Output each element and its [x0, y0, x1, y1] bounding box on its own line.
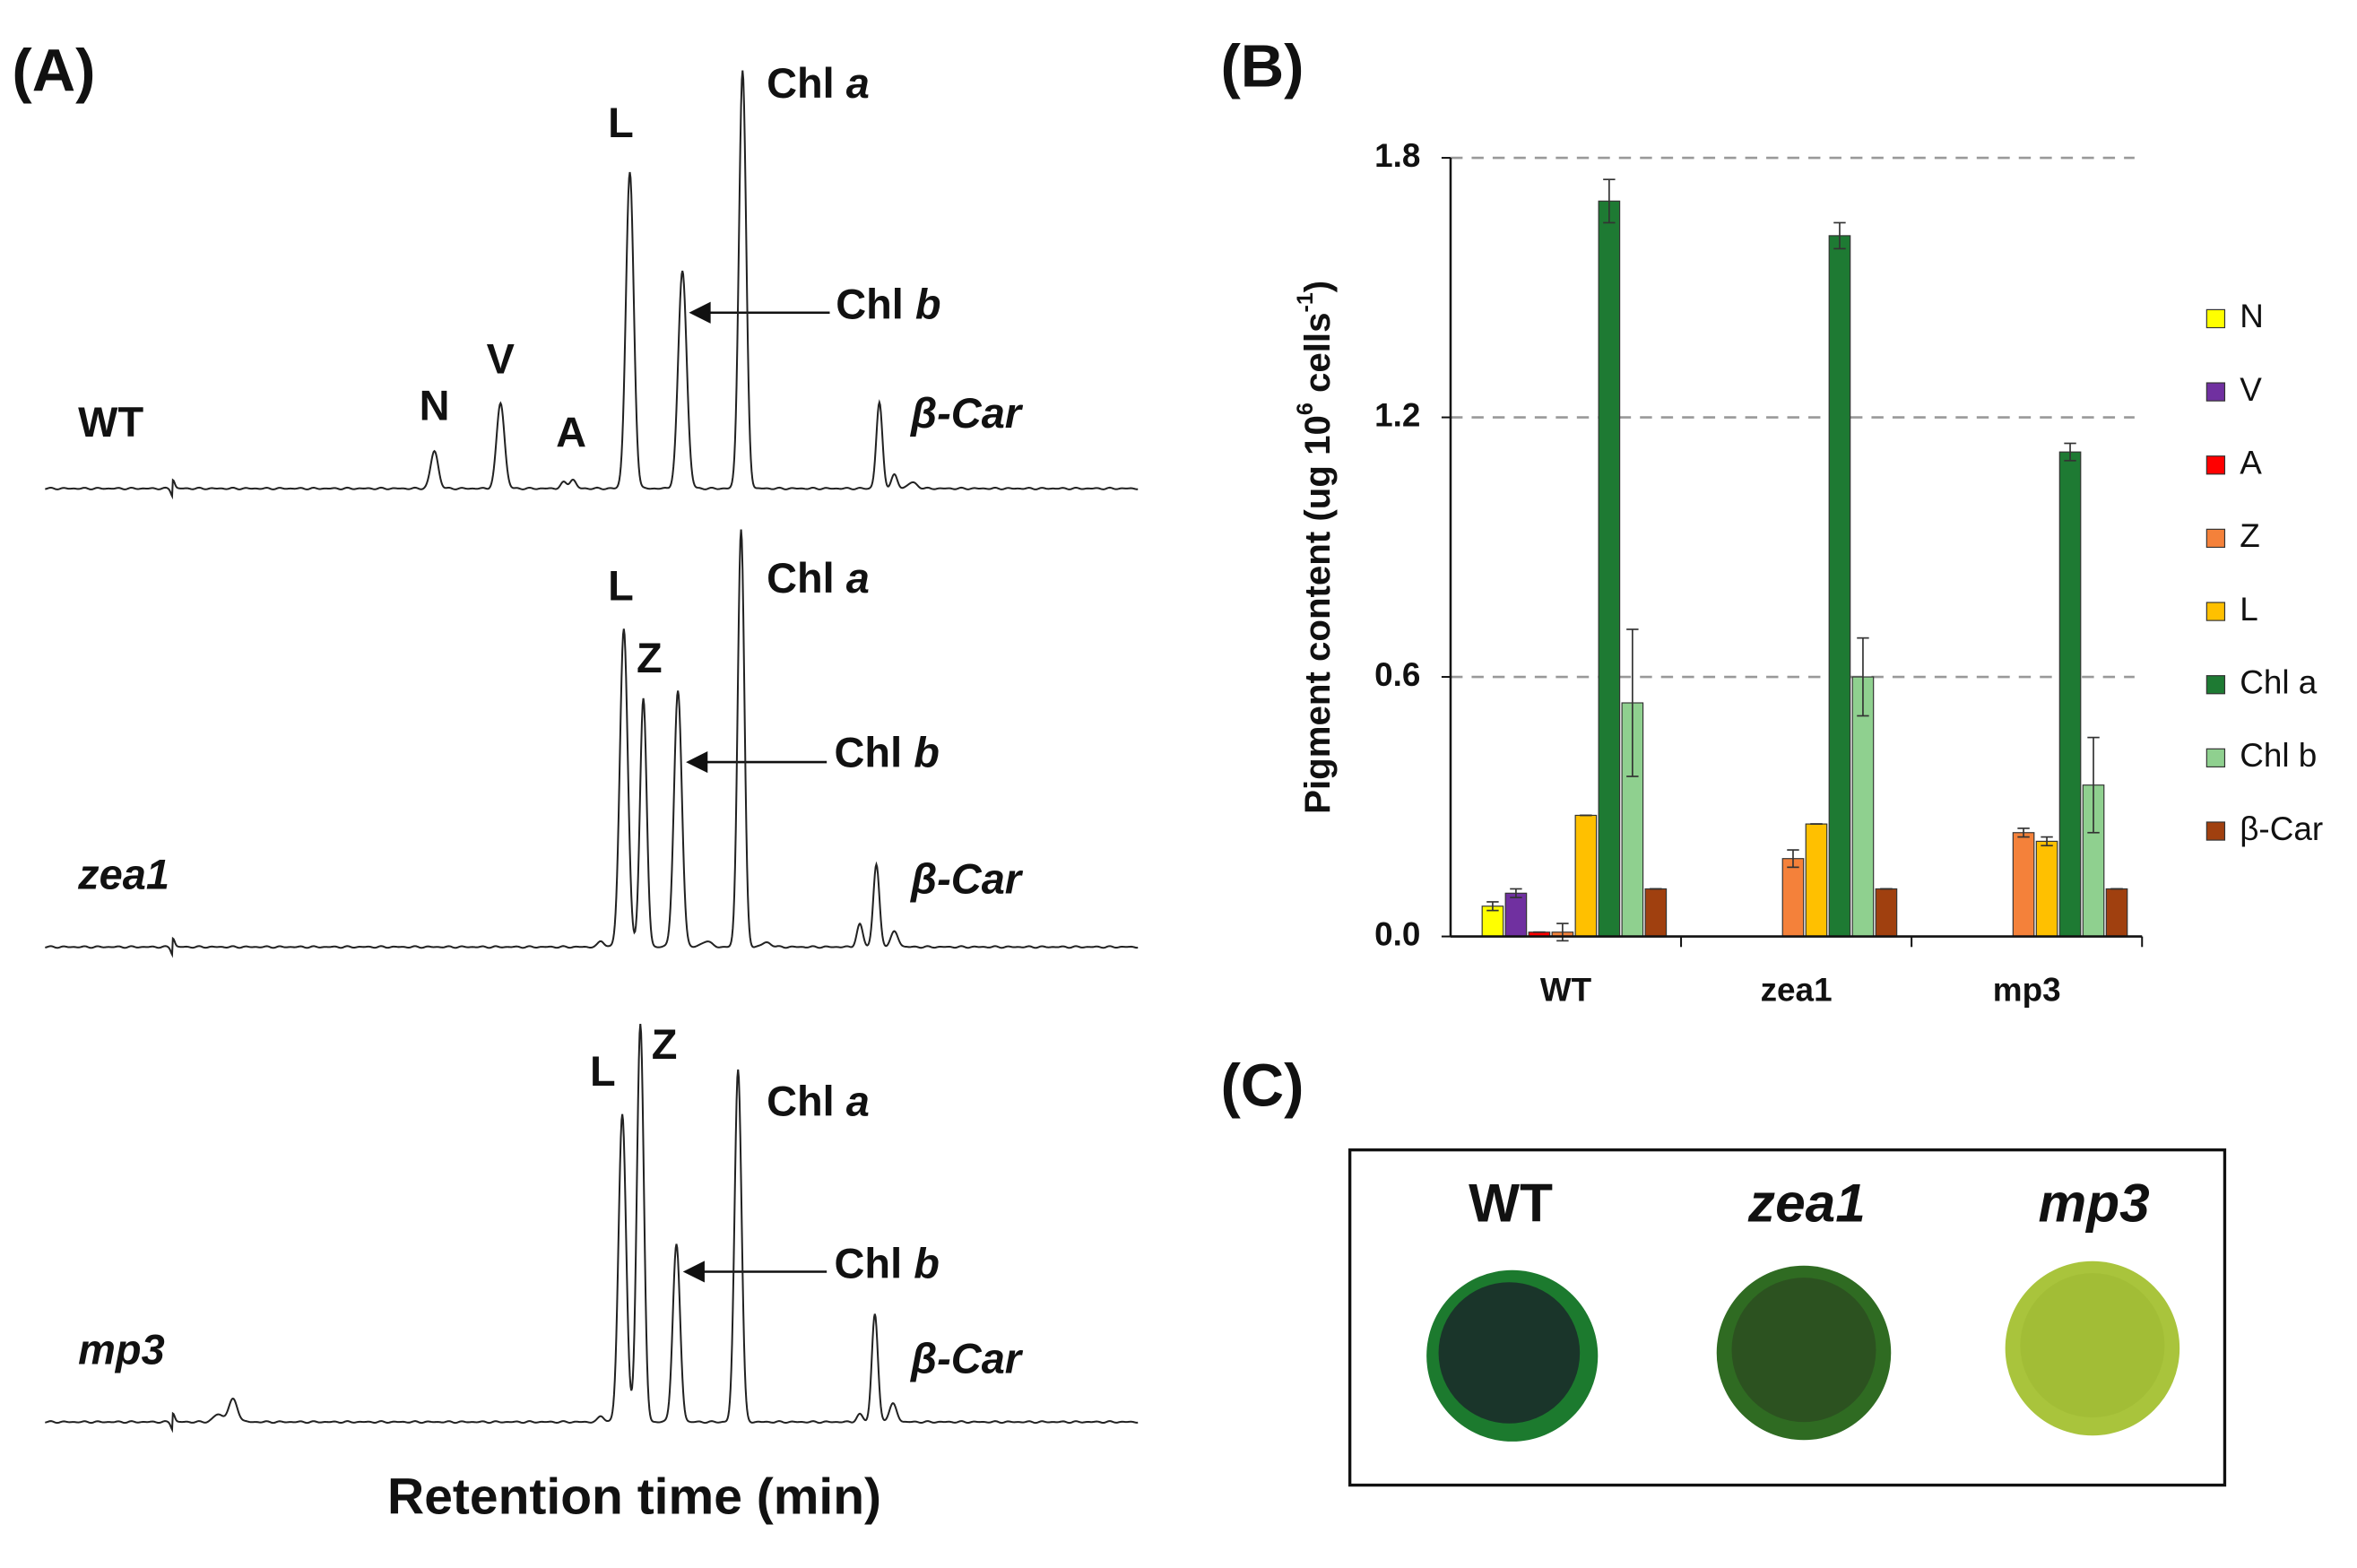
error-bar — [2017, 827, 2030, 838]
peak-label: A — [556, 410, 586, 456]
peak-label: Z — [637, 635, 663, 681]
peak-label: β-Car — [909, 1335, 1024, 1382]
y-tick-label: 0.6 — [1374, 656, 1420, 693]
y-tick-label: 1.8 — [1374, 137, 1420, 174]
peak-label: β-Car — [909, 856, 1024, 903]
bar — [1598, 200, 1621, 938]
x-tick-label: WT — [1540, 971, 1592, 1008]
chromatogram-trace — [45, 1023, 1139, 1434]
x-axis-label: Retention time (min) — [387, 1468, 881, 1525]
panel-a-labels: WT N V A L Chl a Chl b β-Car zea1 L Z Ch… — [77, 61, 1024, 1382]
x-tick-label: zea1 — [1761, 971, 1833, 1008]
legend-label: N — [2240, 298, 2264, 334]
arrow-head — [682, 1260, 705, 1283]
y-tick-label: 1.2 — [1374, 396, 1420, 433]
error-bar — [1556, 923, 1569, 942]
arrow-head — [689, 301, 711, 324]
peak-label: N — [420, 382, 450, 429]
legend-swatch — [2205, 528, 2226, 549]
bar — [2058, 451, 2082, 938]
peak-label: L — [590, 1048, 616, 1095]
peak-label: Chl b — [835, 1241, 940, 1287]
legend-swatch — [2205, 308, 2226, 329]
peak-label: L — [608, 563, 634, 610]
bar — [2012, 832, 2035, 938]
legend-label: A — [2240, 445, 2262, 481]
y-axis-label: Pigment content (ug 106 cells-1) — [1293, 281, 1338, 814]
legend-label: Chl a — [2240, 663, 2318, 700]
bar — [1805, 823, 1828, 938]
peak-label: Z — [652, 1021, 678, 1068]
peak-label: L — [608, 100, 634, 146]
arrow-head — [686, 750, 708, 774]
peak-label: Chl a — [767, 555, 870, 602]
peak-label: β-Car — [909, 390, 1024, 437]
legend-swatch — [2205, 748, 2226, 768]
error-bar — [1510, 888, 1522, 898]
error-bar — [1486, 901, 1499, 912]
sample-label: zea1 — [1747, 1172, 1866, 1233]
error-bar — [1603, 178, 1616, 224]
bar — [1644, 888, 1668, 938]
error-bar — [2064, 442, 2076, 462]
sample-label: mp3 — [2039, 1172, 2150, 1233]
error-bar — [2087, 736, 2100, 834]
peak-label: Chl a — [767, 61, 870, 108]
bar — [1781, 858, 1805, 938]
panel-label: (B) — [1220, 33, 1304, 100]
bar — [1504, 892, 1528, 938]
legend-swatch — [2205, 382, 2226, 402]
colony-center — [1731, 1278, 1876, 1423]
legend-swatch — [2205, 455, 2226, 475]
peak-label: V — [487, 335, 515, 382]
y-tick-label: 0.0 — [1374, 915, 1420, 952]
bar — [1828, 235, 1851, 938]
legend-swatch — [2205, 675, 2226, 695]
error-bar — [2041, 836, 2053, 847]
colony-center — [1438, 1282, 1581, 1424]
legend-swatch — [2205, 602, 2226, 621]
chromatogram-trace — [45, 70, 1139, 500]
legend-label: Chl b — [2240, 737, 2317, 774]
trace-name: mp3 — [78, 1326, 165, 1373]
legend-label: V — [2240, 371, 2262, 408]
error-bar — [1626, 628, 1639, 777]
error-bar — [1787, 849, 1799, 869]
bar — [2105, 888, 2128, 938]
bar — [1574, 814, 1598, 938]
legend-label: Z — [2240, 517, 2260, 554]
legend-label: β-Car — [2240, 810, 2323, 847]
legend-label: L — [2240, 591, 2258, 628]
peak-label: Chl a — [767, 1079, 870, 1125]
sample-label: WT — [1469, 1172, 1553, 1233]
trace-name: zea1 — [77, 852, 169, 898]
bar-chart: 0.0 0.6 1.2 1.8 WT zea1 mp3 N V AZL Chl a Chl b β-Ca… — [1374, 137, 2323, 1009]
bar — [1875, 888, 1898, 938]
trace-name: WT — [78, 399, 143, 446]
chromatogram-trace — [45, 529, 1139, 958]
panel-label: (A) — [12, 38, 95, 105]
arrows — [682, 301, 830, 1283]
panel-label: (C) — [1220, 1052, 1304, 1119]
chromatograms — [45, 70, 1139, 1434]
error-bar — [1833, 221, 1846, 250]
colony-center — [2020, 1273, 2165, 1418]
figure-content: (A) WT N V A L Chl a Chl b β-Car zea1 L … — [12, 33, 2323, 1526]
peak-label: Chl b — [835, 730, 940, 776]
peak-label: Chl b — [836, 282, 940, 328]
x-tick-label: mp3 — [1993, 971, 2061, 1008]
bar — [2035, 840, 2058, 938]
error-bar — [1857, 637, 1869, 717]
legend-swatch — [2205, 821, 2226, 841]
